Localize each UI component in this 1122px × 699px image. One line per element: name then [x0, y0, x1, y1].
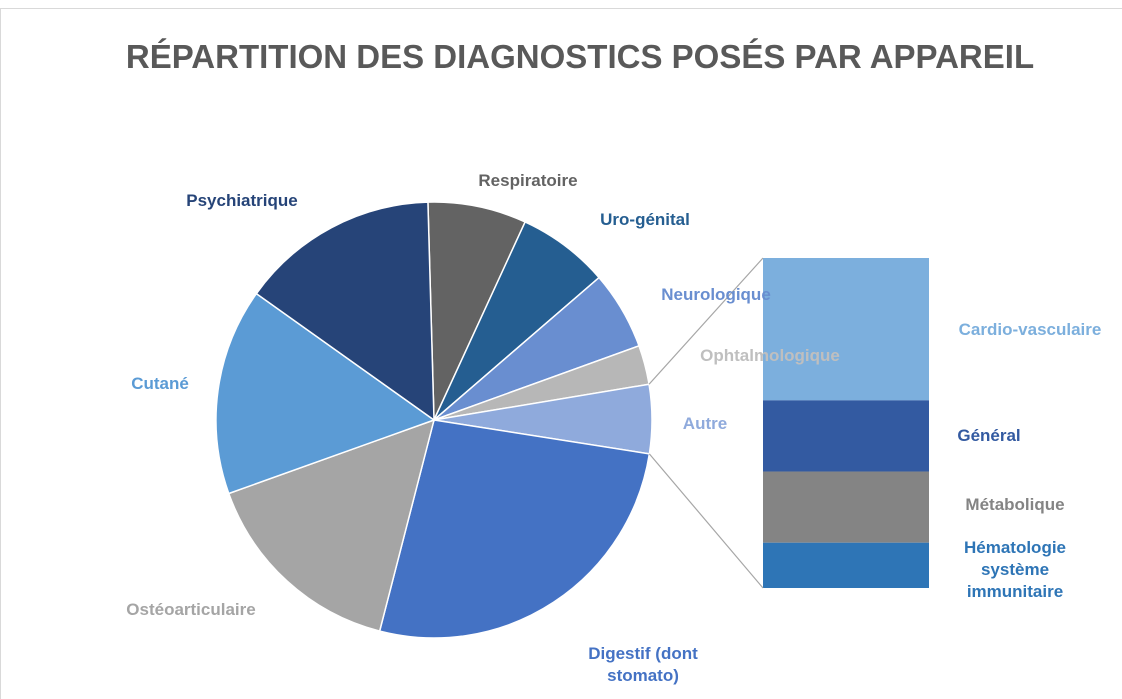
data-label: Cardio-vasculaire — [958, 320, 1102, 339]
data-label: Métabolique — [965, 495, 1065, 514]
chart-border — [0, 8, 1122, 699]
data-label: Respiratoire — [478, 171, 578, 190]
data-label: Ostéoarticulaire — [126, 600, 256, 619]
pie-slice — [227, 418, 436, 633]
pie-slice — [427, 201, 527, 421]
data-label: Autre — [682, 414, 728, 433]
pie-slice — [215, 292, 436, 495]
data-label: Psychiatrique — [186, 191, 298, 210]
connector-line — [648, 257, 764, 385]
bar-segment — [763, 258, 929, 401]
connector-line — [648, 453, 764, 589]
chart-title: RÉPARTITION DES DIAGNOSTICS POSÉS PAR AP… — [125, 38, 1035, 75]
data-label: Général — [957, 426, 1021, 445]
pie-slice — [378, 419, 651, 639]
data-label: Neurologique — [661, 285, 771, 304]
data-label: Digestif (dont stomato) — [588, 644, 698, 685]
bar-segment — [763, 400, 929, 472]
bar-segment — [763, 471, 929, 543]
data-label: Uro-génital — [600, 210, 690, 229]
data-label: Hématologie système immunitaire — [963, 538, 1067, 601]
data-label: Cutané — [131, 374, 189, 393]
bar-segment — [763, 542, 929, 588]
data-label: Ophtalmologique — [700, 346, 840, 365]
pie-slice — [255, 201, 435, 422]
